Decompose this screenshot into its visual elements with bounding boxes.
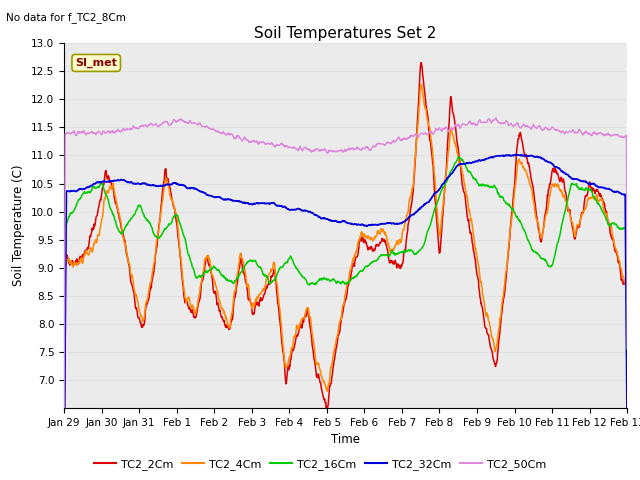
X-axis label: Time: Time bbox=[331, 433, 360, 446]
Legend: TC2_2Cm, TC2_4Cm, TC2_16Cm, TC2_32Cm, TC2_50Cm: TC2_2Cm, TC2_4Cm, TC2_16Cm, TC2_32Cm, TC… bbox=[90, 455, 550, 474]
Text: No data for f_TC2_8Cm: No data for f_TC2_8Cm bbox=[6, 12, 126, 23]
Y-axis label: Soil Temperature (C): Soil Temperature (C) bbox=[12, 165, 26, 287]
Title: Soil Temperatures Set 2: Soil Temperatures Set 2 bbox=[255, 25, 436, 41]
Text: SI_met: SI_met bbox=[76, 58, 117, 68]
